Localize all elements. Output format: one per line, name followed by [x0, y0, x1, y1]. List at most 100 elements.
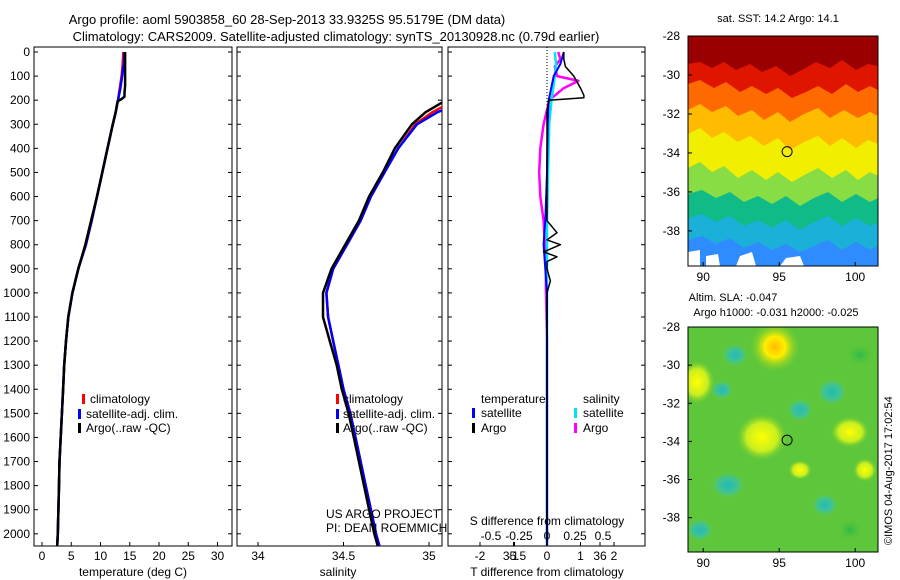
- depth-tick-label: 400: [10, 141, 30, 155]
- depth-tick-label: 900: [10, 262, 30, 276]
- sla-low-anomaly-1: [721, 343, 749, 367]
- legend-label-argo: Argo(..raw -QC): [86, 421, 171, 435]
- depth-tick-label: 1700: [3, 455, 30, 469]
- legend-label-s-argo: Argo: [583, 421, 609, 435]
- temperature-tick-label: 25: [182, 549, 196, 563]
- latitude-tick-label: -28: [663, 320, 681, 334]
- legend-label-t-satellite: satellite: [481, 406, 522, 420]
- depth-tick-label: 100: [10, 69, 30, 83]
- legend-swatch-argo: [336, 423, 339, 433]
- sst-map-frame: [687, 35, 879, 267]
- sla-high-anomaly-4: [830, 416, 870, 448]
- sla-high-anomaly-2: [688, 360, 715, 404]
- latitude-tick-label: -34: [663, 146, 681, 160]
- depth-axis: 0 100 200 300 400 500 600 700 800 900 1000 1100 1200…: [3, 45, 645, 541]
- legend-header-temperature: temperature: [481, 392, 546, 406]
- depth-tick-label: 1500: [3, 406, 30, 420]
- argo-position-marker: [781, 434, 793, 446]
- legend-swatch-satellite: [336, 409, 339, 419]
- sst-land-mask-3: [736, 252, 756, 266]
- s-difference-tick-label: 0.25: [563, 529, 587, 543]
- pi-annotation: PI: DEAN ROEMMICH: [326, 521, 447, 535]
- legend-swatch-t-satellite: [472, 408, 475, 418]
- temperature-series: [55, 51, 127, 546]
- legend-swatch-s-argo: [574, 423, 577, 433]
- temperature-x-label: temperature (deg C): [79, 565, 187, 579]
- temperature-axes-frame: [33, 46, 233, 547]
- depth-tick-label: 1200: [3, 334, 30, 348]
- salinity-tick-label: 34: [251, 549, 265, 563]
- figure-title-line2: Climatology: CARS2009. Satellite-adjuste…: [73, 29, 600, 44]
- latitude-tick-label: -36: [663, 473, 681, 487]
- depth-tick-label: 1300: [3, 358, 30, 372]
- longitude-tick-label: 90: [697, 556, 711, 570]
- legend-swatch-climatology: [82, 394, 85, 404]
- salinity-tick-label: 35.5: [503, 549, 527, 563]
- depth-tick-label: 1600: [3, 430, 30, 444]
- salinity-tick-label: 35: [422, 549, 436, 563]
- difference-panel: -2 -1 0 1 2-0.5 -0.25 0 0.25 0.5 temperature sal…: [447, 46, 646, 579]
- salinity-panel: 34 34.5 35 35.5 36 climatology satellite-adj…: [236, 46, 607, 579]
- legend-swatch-t-argo: [472, 423, 475, 433]
- sst-map-panel: sat. SST: 14.2 Argo: 14.1 90 95 100 -28 -30 -…: [663, 13, 879, 284]
- legend-label-satellite: satellite-adj. clim.: [343, 407, 435, 421]
- depth-tick-label: 1000: [3, 286, 30, 300]
- legend-label-satellite: satellite-adj. clim.: [86, 407, 178, 421]
- latitude-tick-label: -30: [663, 358, 681, 372]
- latitude-tick-label: -32: [663, 107, 681, 121]
- s-difference-tick-label: -0.25: [505, 529, 533, 543]
- sst-land-mask-4: [780, 256, 804, 266]
- legend-label-s-satellite: satellite: [583, 406, 624, 420]
- depth-tick-label: 1800: [3, 479, 30, 493]
- sst-land-mask-2: [706, 254, 720, 266]
- depth-tick-label: 1400: [3, 382, 30, 396]
- latitude-tick-label: -38: [663, 511, 681, 525]
- figure-title-line1: Argo profile: aoml 5903858_60 28-Sep-201…: [69, 12, 506, 27]
- salinity-x-axis: 34 34.5 35 35.5 36: [251, 542, 607, 563]
- sla-map-title: Altim. SLA: -0.047: [689, 292, 778, 304]
- sla-map-subtitle: Argo h1000: -0.031 h2000: -0.025: [693, 307, 858, 319]
- t-difference-tick-label: 1: [577, 549, 584, 563]
- t-difference-tick-label: -1: [508, 549, 519, 563]
- sla-neutral-1: [842, 341, 878, 369]
- sst-map-axes: 90 95 100 -28 -30 -32 -34 -36 -38: [663, 29, 866, 284]
- temperature-tick-label: 30: [211, 549, 225, 563]
- salinity-tick-label: 34.5: [332, 549, 356, 563]
- temperature-tick-label: 0: [39, 549, 46, 563]
- latitude-tick-label: -36: [663, 185, 681, 199]
- legend-swatch-argo: [78, 423, 81, 433]
- longitude-tick-label: 95: [773, 270, 787, 284]
- argo-position-marker: [781, 146, 793, 158]
- depth-tick-label: 700: [10, 214, 30, 228]
- salinity-line-satellite: [325, 108, 442, 546]
- sla-heatmap: [688, 327, 878, 552]
- legend-header-salinity: salinity: [583, 392, 620, 406]
- salinity-legend: climatology satellite-adj. clim. Argo(..…: [336, 392, 435, 435]
- temperature-tick-label: 15: [123, 549, 137, 563]
- t-difference-label: T difference from climatology: [470, 565, 624, 579]
- salinity-tick-label: 36: [593, 549, 607, 563]
- legend-label-climatology: climatology: [90, 392, 150, 406]
- sla-low-anomaly-7: [688, 518, 714, 542]
- temperature-line-argo: [55, 52, 127, 546]
- latitude-tick-label: -34: [663, 434, 681, 448]
- legend-swatch-climatology: [336, 394, 339, 404]
- sst-land-mask-1: [688, 250, 700, 266]
- sla-map-frame: [687, 326, 879, 553]
- sla-neutral-2: [834, 516, 866, 544]
- t-difference-tick-label: 0: [544, 549, 551, 563]
- latitude-tick-label: -30: [663, 68, 681, 82]
- s-difference-tick-label: 0.5: [595, 529, 612, 543]
- depth-tick-label: 800: [10, 238, 30, 252]
- latitude-tick-label: -32: [663, 396, 681, 410]
- sla-map-panel: Altim. SLA: -0.047 Argo h1000: -0.031 h2…: [663, 292, 879, 570]
- temperature-line-satellite: [55, 51, 126, 546]
- temperature-tick-label: 5: [68, 549, 75, 563]
- sst-heatmap: [688, 36, 878, 266]
- legend-label-t-argo: Argo: [481, 421, 507, 435]
- depth-tick-label: 1900: [3, 503, 30, 517]
- t-difference-tick-label: 2: [611, 549, 618, 563]
- salinity-line-argo: [321, 101, 442, 546]
- legend-label-argo: Argo(..raw -QC): [343, 421, 428, 435]
- longitude-tick-label: 100: [845, 270, 865, 284]
